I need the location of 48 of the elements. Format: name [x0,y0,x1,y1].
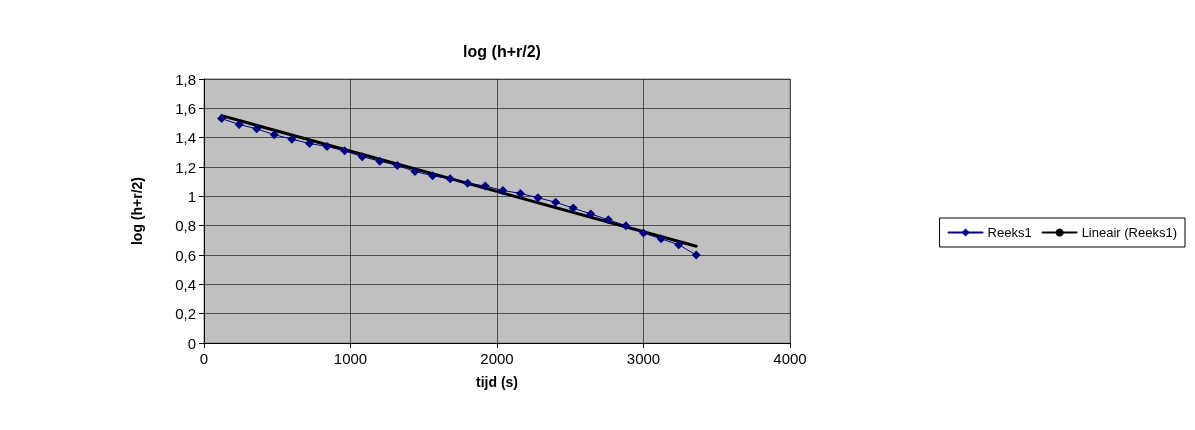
x-tick-label: 0 [199,350,209,367]
point [234,119,244,129]
point [480,181,490,191]
point [639,228,648,238]
x-tick-label: 3000 [626,350,661,367]
point [252,124,262,134]
point [515,188,525,198]
x-tick-label: 4000 [773,350,807,367]
point [410,166,420,176]
point [217,114,227,124]
y-tick-label: 1,6 [175,99,196,117]
y-tick-label: 0,6 [175,246,196,264]
point [322,141,332,151]
point [586,209,596,219]
point [269,130,279,140]
point [533,193,543,203]
y-tick-label: 1,2 [175,158,196,176]
y-tick-label: 0,4 [175,275,196,293]
point [428,171,438,181]
point [691,250,701,260]
point [621,221,631,231]
point [445,174,455,184]
point [656,234,666,244]
y-tick-label: 1,4 [175,129,196,147]
point [463,178,473,188]
chart-title: log (h+r/2) [463,42,541,60]
y-tick-label: 0,2 [175,305,196,323]
y-tick-label: 1,8 [175,70,196,88]
legend-label: Lineair (Reeks1) [1081,225,1177,240]
y-axis-title: log (h+r/2) [129,176,145,246]
y-tick-label: 1 [187,187,196,205]
point [287,134,297,144]
point [340,146,350,156]
y-tick-label: 0,8 [175,217,196,235]
point [392,161,402,171]
point [603,215,613,225]
point [674,240,684,250]
point [375,156,385,166]
y-tick-label: 0 [187,334,196,352]
point [551,197,561,207]
point [304,139,314,149]
legend-label: Reeks1 [987,225,1032,240]
x-tick-label: 2000 [480,350,514,367]
x-axis-title: tijd (s) [476,374,518,390]
point [568,203,578,213]
point [357,152,367,162]
x-tick-label: 1000 [333,350,368,367]
point [498,185,508,195]
